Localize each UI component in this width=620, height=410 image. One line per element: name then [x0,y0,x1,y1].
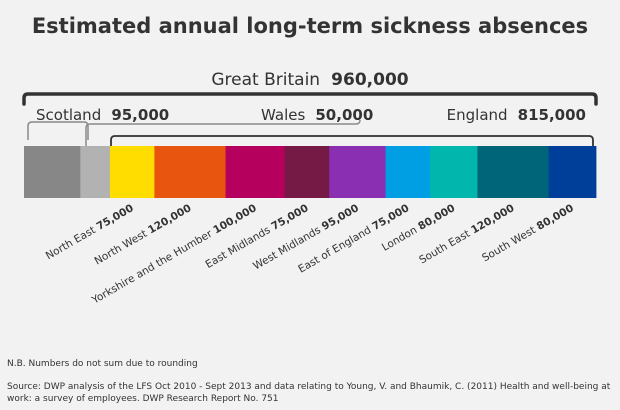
region-value-north-east: 75,000 [95,202,136,233]
bar-segment-east-midlands [284,146,330,198]
region-value-south-west: 80,000 [535,202,576,233]
scotland-name: Scotland [36,106,101,124]
region-name-south-west: South West [480,222,541,264]
region-value-yorkshire-and-the-humber: 100,000 [211,202,258,236]
great-britain-label: Great Britain 960,000 [211,70,408,90]
great-britain-value: 960,000 [331,70,409,90]
bar-segments [24,146,597,198]
wales-bracket [85,119,361,146]
rounding-note: N.B. Numbers do not sum due to rounding [7,359,198,369]
bar-segment-scotland [24,146,81,198]
region-value-west-midlands: 95,000 [320,202,361,233]
wales-name: Wales [261,106,305,124]
bar-segment-london [430,146,478,198]
bar-segment-east-of-england [385,146,431,198]
wales-label: Wales 50,000 [261,105,373,124]
england-value: 815,000 [518,106,586,124]
bar-segment-north-east [109,146,155,198]
region-label-south-east: South East 120,000 [417,202,516,266]
region-name-yorkshire-and-the-humber: Yorkshire and the Humber [89,226,217,307]
bar-segment-south-east [477,146,549,198]
region-value-east-midlands: 75,000 [269,202,310,233]
region-value-north-west: 120,000 [146,202,193,236]
region-name-south-east: South East [417,226,475,266]
source-note: Source: DWP analysis of the LFS Oct 2010… [7,382,611,404]
england-name: England [447,106,508,124]
england-label: England 815,000 [447,105,586,124]
scotland-bracket [27,121,89,140]
scotland-label: Scotland 95,000 [36,105,169,124]
england-bracket [110,135,594,148]
region-value-south-east: 120,000 [469,202,516,236]
bar-segment-north-west [154,146,226,198]
region-value-london: 80,000 [416,202,457,233]
bar-segment-wales [80,146,111,198]
bar-segment-south-west [548,146,597,198]
great-britain-name: Great Britain [211,70,320,90]
wales-value: 50,000 [315,106,373,124]
great-britain-bracket [22,92,598,106]
chart-title: Estimated annual long-term sickness abse… [32,14,588,38]
scotland-value: 95,000 [111,106,169,124]
bar-segment-west-midlands [329,146,386,198]
region-name-london: London [380,222,422,253]
bar-segment-yorkshire-and-the-humber [225,146,286,198]
